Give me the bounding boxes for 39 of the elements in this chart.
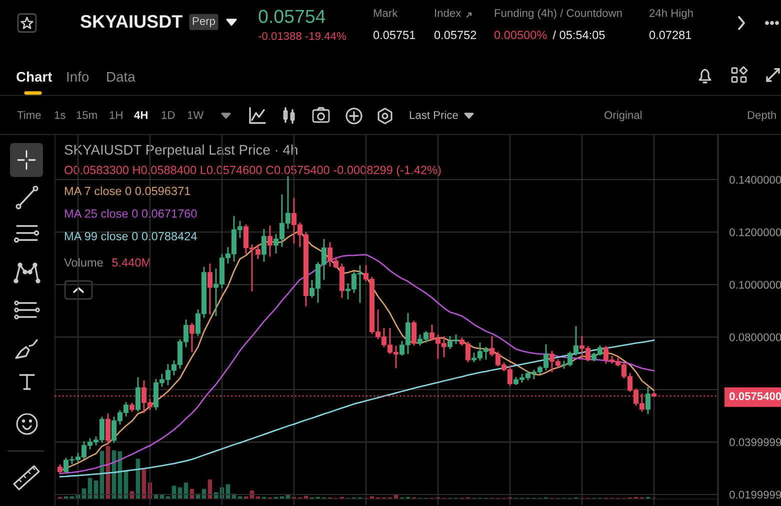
text: Info [67, 72, 89, 82]
text: Mark [374, 8, 398, 17]
text: 1s [54, 111, 66, 119]
text: Funding (4h) / Countdown [494, 8, 622, 20]
text: / 05:54:05 [552, 30, 605, 40]
text: Depth [748, 110, 776, 122]
text: Data [107, 72, 136, 82]
text: -0.01388 -19.44% [258, 32, 346, 40]
text: 1W [188, 111, 204, 119]
y-tick-label: 0.0199999 [730, 490, 781, 499]
text: MA 25 close 0 0.0671760 [64, 209, 197, 218]
text: 1D [162, 111, 175, 119]
text: 0.00500% [494, 30, 547, 40]
text: 4H [134, 111, 148, 119]
text: MA 99 close 0 0.0788424 [64, 232, 197, 240]
text: 0.05752 [434, 30, 476, 40]
text: 0.05754 [258, 10, 326, 24]
y-tick-label: 0.1200000 [730, 228, 781, 236]
annotation: 5.440M [112, 258, 150, 267]
text: Time [17, 110, 41, 119]
text: 24h High [650, 8, 693, 20]
y-tick-label: 0.0399999 [730, 438, 781, 446]
text: MA 7 close 0 0.0596371 [64, 186, 190, 196]
text: Original [604, 110, 642, 122]
text: Last Price [410, 110, 458, 119]
text: SKYAIUSDT [80, 15, 182, 28]
text: Index [435, 8, 462, 17]
annotation: Volume [64, 258, 103, 267]
text: 0.05751 [373, 30, 416, 40]
y-tick-label: 0.1000000 [730, 280, 781, 289]
text: Perp [192, 17, 216, 28]
y-tick-label: 0.0800000 [730, 333, 781, 342]
text: O0.0583300 H0.0588400 L0.0574600 C0.0575400 -0.0008299 (-1.42%) [64, 165, 441, 176]
y-tick-label: 0.1400000 [730, 176, 781, 184]
text: Chart [16, 72, 52, 82]
text: 0.07281 [649, 30, 692, 40]
y-tick-label: 0.0575400 [730, 392, 781, 400]
text: 15m [76, 111, 97, 119]
text: 1H [110, 111, 122, 119]
